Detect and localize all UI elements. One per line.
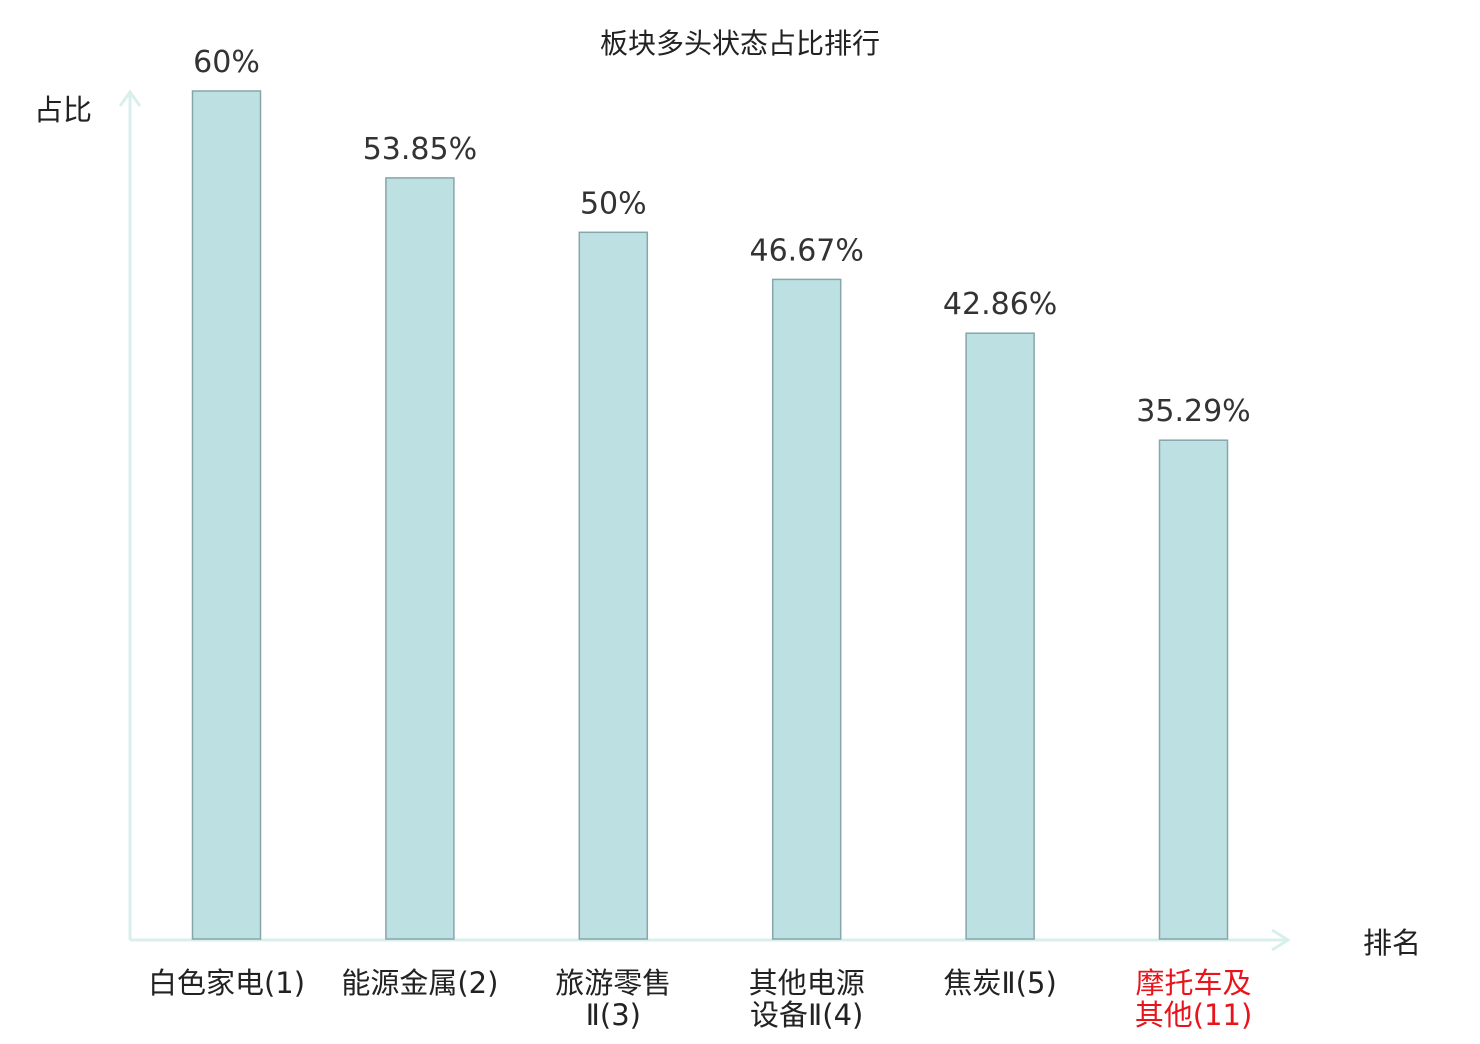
category-label-6-line-2: 其他(11) [1135, 998, 1253, 1032]
bar-3 [578, 231, 649, 940]
x-axis-label: 排名 [1363, 926, 1421, 960]
value-label-3: 50% [580, 186, 647, 221]
axes [118, 89, 1291, 952]
bar-1 [191, 90, 262, 940]
bar-2 [385, 177, 455, 940]
category-label-1: 白色家电(1) [148, 966, 305, 1000]
value-label-6: 35.29% [1136, 394, 1250, 429]
chart-title: 板块多头状态占比排行 [600, 27, 880, 60]
value-label-5: 42.86% [943, 287, 1057, 322]
x-axis-arrow [1271, 928, 1291, 952]
bar-5 [965, 332, 1035, 940]
bar-4 [771, 278, 842, 940]
y-axis-arrow [118, 89, 142, 107]
value-label-4: 46.67% [750, 233, 864, 268]
category-label-3-line-2: Ⅱ(3) [586, 998, 641, 1032]
y-axis-label: 占比 [34, 93, 92, 127]
bar-6 [1158, 439, 1229, 940]
category-label-5: 焦炭Ⅱ(5) [943, 966, 1056, 1000]
category-label-2: 能源金属(2) [341, 966, 498, 1000]
category-label-6-line-1: 摩托车及 [1135, 966, 1251, 1000]
category-label-4-line-1: 其他电源 [749, 966, 865, 1000]
value-label-1: 60% [193, 45, 260, 80]
bars-group [191, 90, 1229, 940]
category-label-3-line-1: 旅游零售 [555, 966, 671, 1000]
value-label-2: 53.85% [363, 132, 477, 167]
category-label-4-line-2: 设备Ⅱ(4) [750, 998, 863, 1032]
value-labels-group: 60% 53.85% 50% 46.67% 42.86% 35.29% [193, 45, 1251, 429]
